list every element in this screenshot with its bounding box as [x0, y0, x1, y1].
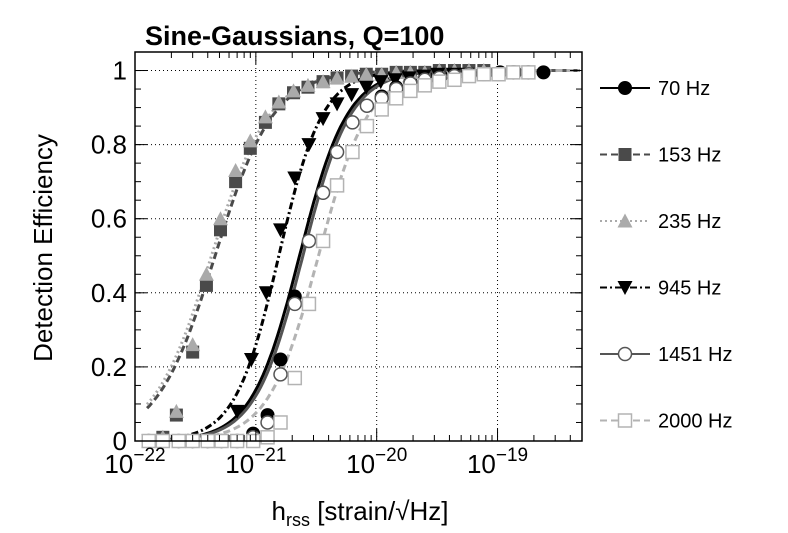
y-tick-labels: 0 0.2 0.4 0.6 0.8 1 — [91, 56, 127, 456]
data-point — [329, 97, 345, 112]
data-point — [373, 75, 389, 90]
axis-ticks — [134, 52, 583, 442]
data-point — [374, 102, 389, 117]
data-markers — [141, 63, 551, 449]
data-point — [242, 133, 258, 148]
data-point — [403, 83, 418, 99]
data-point — [417, 78, 433, 93]
data-point — [387, 73, 403, 88]
grid-lines — [135, 52, 582, 441]
y-tick-label: 0.6 — [91, 204, 127, 234]
data-point — [300, 77, 316, 92]
data-point — [287, 296, 303, 312]
legend-marker — [618, 148, 632, 161]
legend-label: 2000 Hz — [658, 411, 733, 433]
data-point — [359, 98, 375, 113]
data-point — [329, 70, 345, 85]
data-point — [287, 171, 303, 186]
legend-label: 235 Hz — [658, 211, 721, 233]
data-point — [315, 112, 331, 127]
data-point — [168, 403, 184, 418]
data-point — [257, 109, 273, 124]
data-point — [301, 138, 317, 153]
legend-label: 1451 Hz — [658, 344, 733, 366]
data-point — [301, 233, 317, 249]
data-point — [344, 88, 360, 103]
x-tick-label: 10−22 — [104, 445, 165, 479]
data-point — [199, 278, 213, 292]
legend: 70 Hz 153 Hz 235 Hz 945 Hz 1451 Hz 2000 Hz — [600, 78, 733, 433]
data-point — [329, 144, 345, 160]
y-tick-label: 0 — [113, 426, 127, 456]
data-point — [315, 233, 331, 249]
data-point — [359, 118, 375, 134]
data-point — [329, 178, 345, 193]
data-point — [536, 65, 551, 80]
x-tick-label: 10−19 — [467, 445, 528, 479]
data-point — [229, 404, 245, 419]
y-tick-label: 0.4 — [91, 278, 127, 308]
data-point — [273, 352, 288, 367]
legend-label: 153 Hz — [658, 145, 721, 167]
data-point — [315, 185, 331, 201]
y-tick-label: 0.8 — [91, 130, 127, 160]
data-point — [345, 144, 360, 160]
x-tick-labels: 10−22 10−21 10−20 10−19 — [104, 445, 528, 479]
data-point — [521, 65, 536, 80]
data-point — [506, 65, 521, 80]
data-point — [344, 68, 360, 83]
legend-marker — [617, 281, 633, 295]
data-point — [214, 223, 228, 237]
data-point — [286, 83, 302, 98]
data-point — [388, 91, 404, 106]
data-point — [258, 286, 274, 301]
data-point — [271, 94, 287, 109]
data-point — [287, 370, 303, 386]
data-point — [228, 163, 244, 178]
legend-label: 70 Hz — [658, 78, 710, 100]
data-point — [491, 66, 506, 82]
y-axis-label: Detection Efficiency — [28, 134, 58, 362]
x-tick-label: 10−21 — [225, 445, 286, 479]
chart-title: Sine-Gaussians, Q=100 — [145, 21, 444, 51]
data-point — [213, 211, 229, 226]
data-point — [447, 72, 462, 88]
data-point — [273, 415, 288, 430]
data-point — [260, 430, 275, 445]
x-axis-label-text: hrss [strain/√Hz] — [272, 496, 449, 530]
data-point — [185, 337, 201, 352]
data-point — [243, 352, 259, 367]
legend-marker — [617, 213, 633, 228]
plot-frame — [134, 51, 583, 442]
svg-text:Detection Efficiency: Detection Efficiency — [28, 134, 58, 362]
data-point — [476, 66, 492, 82]
data-point — [345, 115, 360, 130]
data-point — [301, 296, 317, 312]
legend-marker — [618, 81, 632, 95]
y-tick-label: 1 — [113, 56, 127, 86]
data-point — [273, 367, 288, 382]
data-point — [260, 415, 275, 430]
data-point — [229, 175, 243, 189]
legend-marker — [617, 413, 633, 428]
data-point — [358, 66, 374, 81]
legend-marker — [617, 346, 633, 362]
data-point — [358, 80, 374, 95]
data-point — [198, 266, 214, 281]
data-point — [315, 74, 331, 89]
y-tick-label: 0.2 — [91, 352, 127, 382]
data-point — [461, 68, 477, 84]
x-axis-label: hrss [strain/√Hz] — [272, 496, 449, 530]
data-point — [432, 74, 447, 89]
x-tick-label: 10−20 — [346, 445, 407, 479]
data-point — [273, 223, 289, 238]
legend-label: 945 Hz — [658, 278, 721, 300]
